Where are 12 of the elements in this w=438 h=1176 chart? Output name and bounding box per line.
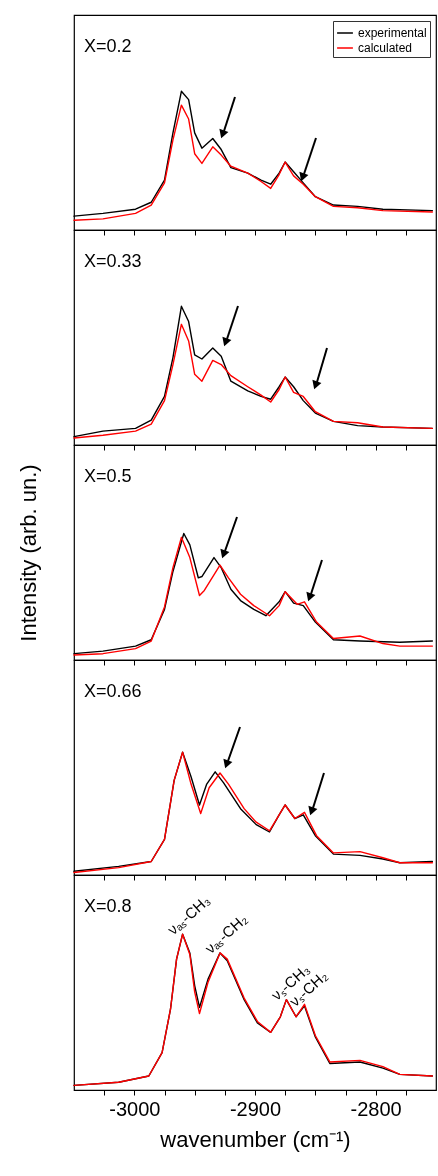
legend-label: experimental (358, 26, 427, 40)
x-tick-label: -3000 (109, 1097, 161, 1120)
text: X=0.33 (84, 251, 142, 271)
legend-label: calculated (358, 41, 413, 55)
text: X=0.66 (84, 681, 142, 701)
text: X=0.2 (84, 36, 132, 56)
text: X=0.8 (84, 896, 132, 916)
x-tick-label: -2900 (229, 1097, 282, 1120)
x-tick-label: -2800 (350, 1097, 402, 1120)
x-axis-title: wavenumber (cm⁻¹) (159, 1126, 351, 1152)
text: X=0.5 (84, 466, 132, 486)
y-axis-title: Intensity (arb. un.) (15, 464, 41, 642)
